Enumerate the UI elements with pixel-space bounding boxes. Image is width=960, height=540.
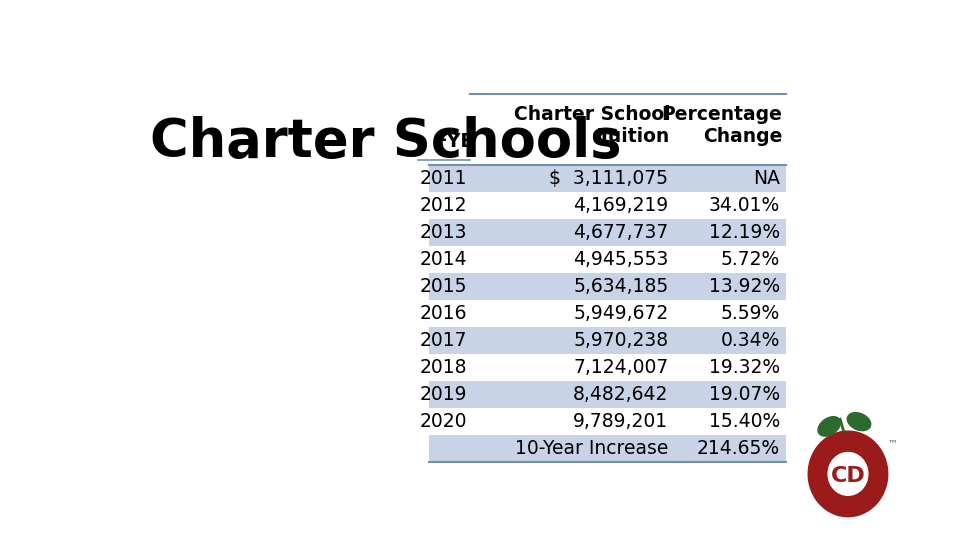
Text: 5,970,238: 5,970,238: [573, 331, 668, 350]
Text: 19.07%: 19.07%: [708, 385, 780, 404]
Text: 2020: 2020: [420, 412, 468, 431]
Bar: [429, 381, 786, 408]
Text: Percentage
Change: Percentage Change: [661, 105, 782, 146]
Text: 15.40%: 15.40%: [708, 412, 780, 431]
Text: 214.65%: 214.65%: [697, 439, 780, 458]
Text: 2019: 2019: [420, 385, 468, 404]
Text: 2011: 2011: [420, 168, 468, 187]
Text: 2013: 2013: [420, 222, 468, 242]
Text: 5.72%: 5.72%: [721, 249, 780, 269]
Text: 5,634,185: 5,634,185: [573, 276, 668, 296]
Text: 8,482,642: 8,482,642: [573, 385, 668, 404]
Circle shape: [828, 453, 868, 495]
Ellipse shape: [818, 417, 840, 436]
Text: FYE: FYE: [434, 132, 473, 151]
Text: Charter School
Tuition: Charter School Tuition: [514, 105, 670, 146]
Text: ™: ™: [887, 438, 897, 448]
Text: 4,945,553: 4,945,553: [573, 249, 668, 269]
Text: Charter Schools: Charter Schools: [150, 116, 621, 168]
Text: 9,789,201: 9,789,201: [573, 412, 668, 431]
Bar: [429, 219, 786, 246]
Text: 5.59%: 5.59%: [721, 303, 780, 323]
Text: 2014: 2014: [420, 249, 468, 269]
Bar: [429, 273, 786, 300]
Bar: [429, 327, 786, 354]
Text: $  3,111,075: $ 3,111,075: [549, 168, 668, 187]
Text: 10-Year Increase: 10-Year Increase: [515, 439, 668, 458]
Bar: [429, 165, 786, 192]
Text: 2015: 2015: [420, 276, 468, 296]
Text: NA: NA: [753, 168, 780, 187]
Text: 7,124,007: 7,124,007: [573, 358, 668, 377]
Text: CD: CD: [830, 466, 865, 487]
Text: 4,677,737: 4,677,737: [573, 222, 668, 242]
Text: 4,169,219: 4,169,219: [573, 195, 668, 214]
Text: 2018: 2018: [420, 358, 468, 377]
Text: 34.01%: 34.01%: [708, 195, 780, 214]
Text: 12.19%: 12.19%: [708, 222, 780, 242]
Text: 2012: 2012: [420, 195, 468, 214]
Text: 2016: 2016: [420, 303, 468, 323]
Text: 13.92%: 13.92%: [708, 276, 780, 296]
Ellipse shape: [848, 413, 871, 430]
Text: 5,949,672: 5,949,672: [573, 303, 668, 323]
Bar: [429, 435, 786, 462]
Text: 0.34%: 0.34%: [721, 331, 780, 350]
Text: 19.32%: 19.32%: [708, 358, 780, 377]
Text: 2017: 2017: [420, 331, 468, 350]
Circle shape: [808, 431, 888, 517]
